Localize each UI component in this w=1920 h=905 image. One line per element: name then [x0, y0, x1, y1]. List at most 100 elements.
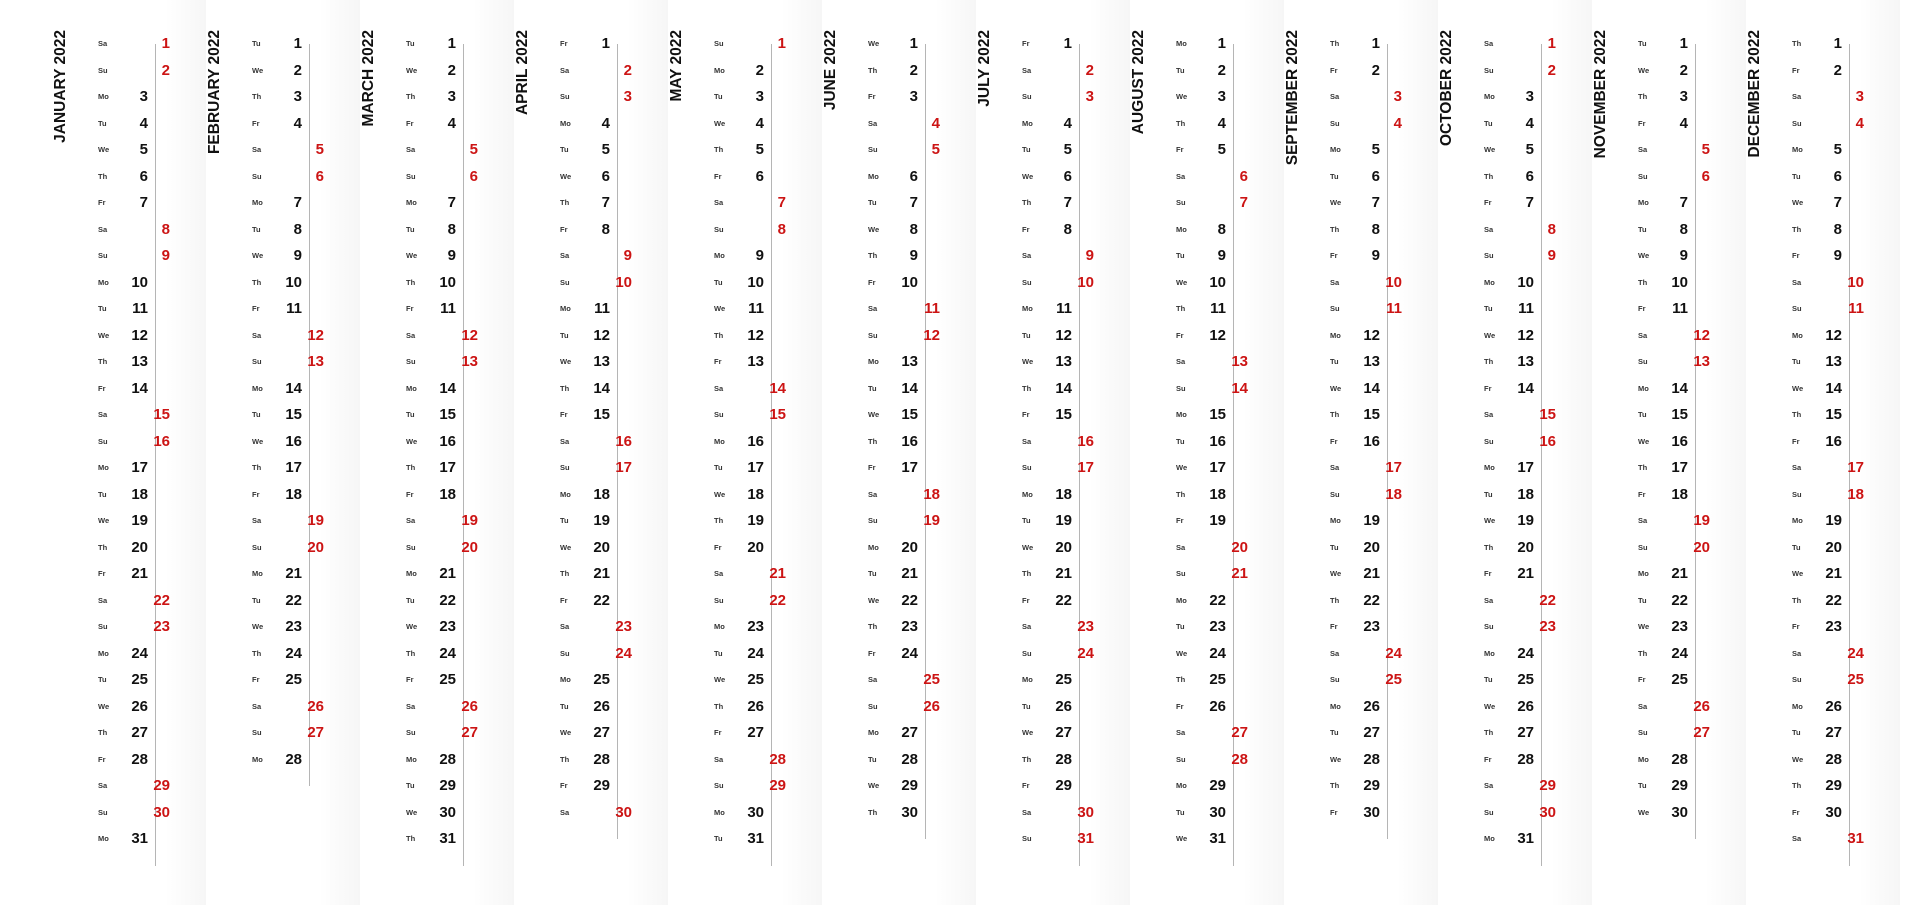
weekday-abbr: Fr	[98, 754, 106, 764]
weekend-date: 3	[1855, 88, 1864, 105]
weekday-abbr: Th	[560, 754, 570, 764]
weekend-date: 16	[1539, 432, 1556, 450]
weekday-date: 15	[285, 406, 302, 423]
weekday-date: 19	[593, 512, 610, 529]
weekday-abbr: Sa	[406, 145, 416, 154]
weekday-date: 27	[747, 724, 764, 741]
weekday-abbr: Fr	[1176, 516, 1184, 525]
strip-shade	[934, 0, 976, 905]
weekday-abbr: Th	[1484, 728, 1494, 737]
weekend-date: 19	[1693, 512, 1710, 529]
weekday-date: 18	[131, 485, 148, 503]
weekend-date: 16	[153, 432, 170, 450]
weekday-abbr: We	[868, 410, 880, 419]
day-row: Mo 21	[1638, 561, 1738, 587]
weekday-date: 25	[439, 671, 456, 688]
weekday-date: 29	[1363, 777, 1380, 794]
weekday-date: 22	[285, 591, 302, 609]
day-row: Mo 31	[1484, 826, 1584, 852]
month-title: NOVEMBER 2022	[1592, 30, 1609, 159]
weekday-abbr: Fr	[714, 171, 722, 181]
weekday-abbr: Su	[1176, 569, 1186, 578]
day-row: Sa 6	[1176, 164, 1276, 190]
day-row: Su 2	[98, 58, 198, 84]
day-row: We 12	[1484, 323, 1584, 349]
weekday-date: 18	[593, 485, 610, 503]
weekday-abbr: Su	[868, 701, 878, 711]
weekday-abbr: Fr	[98, 569, 106, 578]
weekday-date: 29	[1671, 777, 1688, 794]
day-row: Fr 25	[1638, 667, 1738, 693]
weekday-date: 24	[131, 644, 148, 662]
weekday-date: 30	[439, 803, 456, 821]
day-row: Mo 7	[252, 190, 352, 216]
month-title: APRIL 2022	[514, 30, 531, 116]
day-row: Sa 22	[1484, 588, 1584, 614]
day-row: Sa 8	[98, 217, 198, 243]
weekend-date: 24	[1847, 644, 1864, 662]
day-row: Su 30	[98, 800, 198, 826]
weekday-abbr: Fr	[98, 198, 106, 207]
weekday-abbr: Sa	[1176, 357, 1186, 366]
weekday-date: 6	[139, 167, 148, 185]
day-row: Su 18	[1330, 482, 1430, 508]
weekday-abbr: Tu	[1638, 410, 1647, 419]
weekday-date: 25	[1209, 671, 1226, 688]
day-row: Sa 9	[560, 243, 660, 269]
day-row: Th 22	[1792, 588, 1892, 614]
weekday-date: 29	[593, 777, 610, 794]
day-row: Th 16	[868, 429, 968, 455]
weekend-date: 15	[153, 406, 170, 423]
month-title: AUGUST 2022	[1130, 30, 1147, 135]
weekday-abbr: Tu	[1022, 701, 1031, 711]
day-list: Sa 1 Su 2 Mo 3 Tu 4 We 5 Th 6 Fr 7 Sa 8 Su 9 Mo 10 Tu 11 We 12 T…	[1484, 0, 1584, 905]
day-row: Tu 1	[1638, 31, 1738, 57]
day-row: Th 30	[868, 800, 968, 826]
day-row: Tu 24	[714, 641, 814, 667]
weekday-date: 13	[1363, 353, 1380, 370]
weekday-abbr: We	[1484, 701, 1496, 711]
weekday-date: 30	[1671, 803, 1688, 821]
day-row: Mo 8	[1176, 217, 1276, 243]
day-list: Su 1 Mo 2 Tu 3 We 4 Th 5 Fr 6 Sa 7 Su 8 Mo 9 Tu 10 We 11 Th 12 F…	[714, 0, 814, 905]
weekday-abbr: Fr	[1792, 65, 1800, 75]
weekday-abbr: We	[98, 145, 110, 154]
weekend-date: 19	[923, 512, 940, 529]
weekday-abbr: Tu	[714, 648, 723, 658]
day-row: Mo 31	[98, 826, 198, 852]
weekday-abbr: Fr	[1022, 595, 1030, 605]
weekday-abbr: Mo	[1330, 701, 1341, 711]
day-row: Th 26	[714, 694, 814, 720]
day-row: Tu 4	[1484, 111, 1584, 137]
weekday-abbr: Sa	[406, 701, 416, 711]
weekday-date: 9	[1371, 247, 1380, 264]
weekday-abbr: Tu	[560, 701, 569, 711]
weekend-date: 27	[307, 724, 324, 741]
weekday-abbr: Tu	[98, 118, 107, 128]
day-row: Mo 22	[1176, 588, 1276, 614]
month-title: OCTOBER 2022	[1438, 30, 1455, 147]
month-title: FEBRUARY 2022	[206, 30, 223, 155]
weekday-abbr: Fr	[1638, 304, 1646, 313]
day-row: Su 11	[1330, 296, 1430, 322]
day-row: Su 25	[1792, 667, 1892, 693]
weekday-abbr: Fr	[560, 410, 568, 419]
weekend-date: 16	[1077, 432, 1094, 450]
weekday-date: 3	[447, 88, 456, 105]
weekday-date: 4	[293, 114, 302, 132]
weekday-date: 26	[1517, 697, 1534, 715]
weekday-date: 14	[1363, 379, 1380, 397]
weekday-date: 15	[1055, 406, 1072, 423]
weekday-date: 13	[131, 353, 148, 370]
day-row: Mo 24	[1484, 641, 1584, 667]
weekday-abbr: Tu	[1176, 251, 1185, 260]
weekday-abbr: Th	[406, 277, 416, 287]
day-row: Mo 14	[406, 376, 506, 402]
weekday-abbr: We	[252, 436, 264, 446]
day-list: Mo 1 Tu 2 We 3 Th 4 Fr 5 Sa 6 Su 7 Mo 8 Tu 9 We 10 Th 11 Fr 12 S…	[1176, 0, 1276, 905]
weekday-date: 7	[293, 194, 302, 211]
weekday-date: 5	[1217, 141, 1226, 158]
weekday-abbr: Mo	[1792, 516, 1803, 525]
day-row: Mo 18	[1022, 482, 1122, 508]
day-row: Tu 12	[1022, 323, 1122, 349]
